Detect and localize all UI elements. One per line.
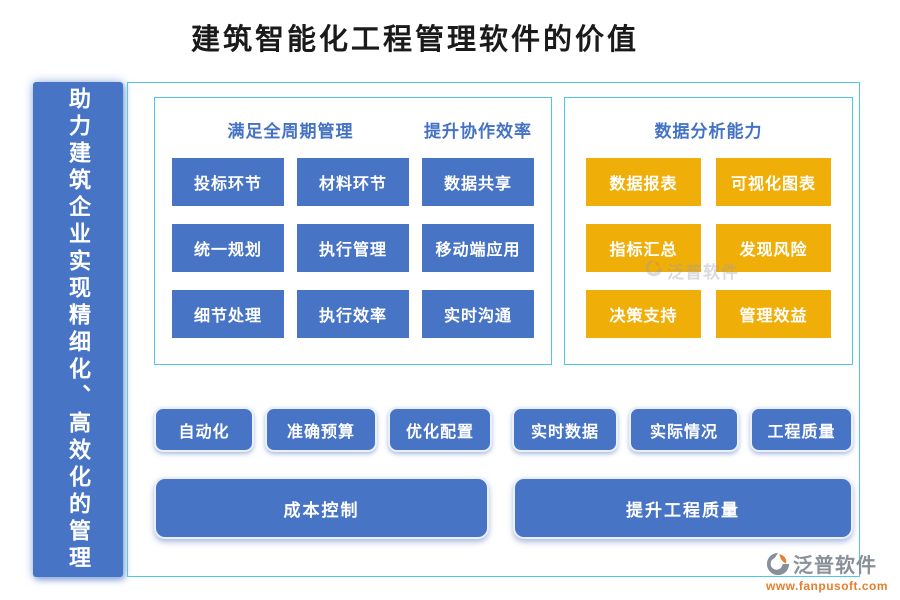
left-banner-text: 助力建筑企业实现精细化、高效化的管理 [66, 86, 91, 573]
node-realtime-communication: 实时沟通 [422, 290, 534, 338]
chip-actual-situation: 实际情况 [629, 407, 739, 452]
chip-project-quality: 工程质量 [750, 407, 853, 452]
footer-brand: 泛普软件 www.fanpusoft.com [766, 549, 896, 593]
lifecycle-panel: 满足全周期管理 提升协作效率 投标环节 材料环节 数据共享 统一规划 执行管理 … [154, 97, 552, 365]
chip-optimized-allocation: 优化配置 [388, 407, 492, 452]
left-banner: 助力建筑企业实现精细化、高效化的管理 [33, 82, 123, 577]
analysis-panel: 数据分析能力 数据报表 可视化图表 指标汇总 发现风险 决策支持 管理效益 [564, 97, 853, 365]
node-execution-efficiency: 执行效率 [297, 290, 409, 338]
node-decision-support: 决策支持 [586, 290, 701, 338]
node-management-benefit: 管理效益 [716, 290, 831, 338]
cost-control-node: 成本控制 [154, 477, 489, 539]
lifecycle-header-left: 满足全周期管理 [227, 121, 354, 141]
node-mobile-app: 移动端应用 [422, 224, 534, 272]
chip-automation: 自动化 [154, 407, 254, 452]
brand-name: 泛普软件 [793, 555, 877, 577]
main-container: 满足全周期管理 提升协作效率 投标环节 材料环节 数据共享 统一规划 执行管理 … [127, 82, 860, 577]
lifecycle-header-right: 提升协作效率 [424, 121, 532, 141]
node-data-reports: 数据报表 [586, 158, 701, 206]
node-data-sharing: 数据共享 [422, 158, 534, 206]
feature-chip-row: 自动化 准确预算 优化配置 实时数据 实际情况 工程质量 [154, 407, 853, 452]
page-title: 建筑智能化工程管理软件的价值 [190, 24, 639, 56]
bottom-button-row: 成本控制 提升工程质量 [154, 477, 853, 539]
chip-accurate-budget: 准确预算 [265, 407, 377, 452]
fanpu-logo-icon [766, 552, 790, 576]
improve-quality-node: 提升工程质量 [513, 477, 853, 539]
node-materials: 材料环节 [297, 158, 409, 206]
node-unified-planning: 统一规划 [172, 224, 284, 272]
chip-realtime-data: 实时数据 [512, 407, 618, 452]
analysis-header: 数据分析能力 [654, 121, 763, 141]
node-indicator-summary: 指标汇总 [586, 224, 701, 272]
node-visual-charts: 可视化图表 [716, 158, 831, 206]
node-detail-handling: 细节处理 [172, 290, 284, 338]
node-bidding: 投标环节 [172, 158, 284, 206]
node-execution-management: 执行管理 [297, 224, 409, 272]
node-risk-discovery: 发现风险 [716, 224, 831, 272]
brand-url: www.fanpusoft.com [766, 579, 889, 593]
